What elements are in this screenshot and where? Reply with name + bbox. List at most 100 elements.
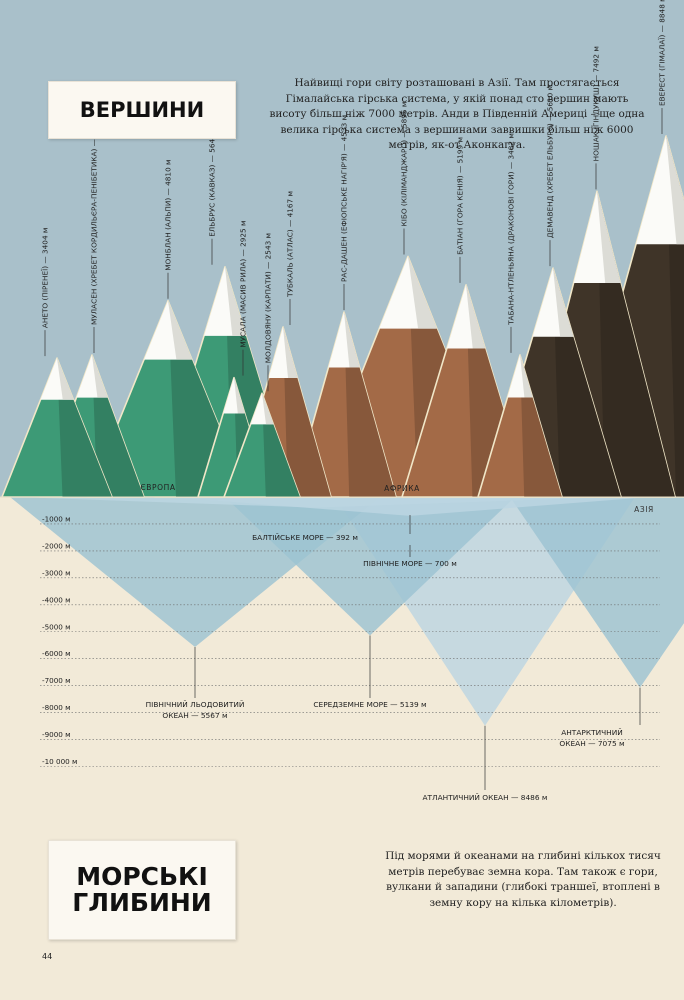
- label-layer: ЄВРОПА АФРИКА АЗІЯ АНЕТО (ПІРЕНЕЇ) — 3404 м…: [41, 0, 667, 802]
- sea-label: ПІВНІЧНИЙ ЛЬОДОВИТИЙ ОКЕАН — 5567 м: [146, 700, 245, 720]
- mountain-label: ДЕМАВЕНД (ХРЕБЕТ ЕЛЬБУРС) — 5610 м: [546, 85, 555, 238]
- mountain-height: 5610: [546, 92, 555, 111]
- mountain-height: 3404: [41, 235, 50, 254]
- sea-name: ПІВНІЧНЕ МОРЕ: [363, 559, 423, 568]
- mountain-height-unit: м: [658, 0, 667, 4]
- mountain-height: 3482: [507, 141, 516, 160]
- depth-tick-label: -2000 м: [42, 541, 71, 550]
- mountain-height-separator: —: [400, 128, 409, 140]
- mountain-name: МОНБЛАН (АЛЬПИ): [164, 198, 173, 271]
- mountain-height: 7492: [592, 54, 601, 73]
- sea-name: СЕРЕДЗЕМНЕ МОРЕ: [313, 700, 388, 709]
- mountain-snow-shadow: [597, 191, 621, 284]
- mountain: [87, 299, 249, 498]
- mountain-height-unit: м: [507, 133, 516, 141]
- mountain-layer: [0, 135, 684, 498]
- mountain-height-separator: —: [286, 217, 295, 229]
- mountain-label: МОНБЛАН (АЛЬПИ) — 4810 м: [164, 159, 173, 270]
- sea-depth-unit: м: [220, 711, 228, 720]
- sea-depth: 5139: [400, 700, 419, 709]
- mountain-height: 5895: [400, 109, 409, 128]
- sea-depth: 7075: [598, 739, 617, 748]
- mountain-label: БАТІАН (ГОРА КЕНІЯ) — 5199 м: [456, 137, 465, 255]
- sea-depth: 392: [336, 533, 350, 542]
- depth-tick-label: -9000 м: [42, 730, 71, 739]
- mountain-name: НОШАК (ГІНДУКУШ): [592, 84, 601, 161]
- mountain-name: ДЕМАВЕНД (ХРЕБЕТ ЕЛЬБУРС): [546, 123, 555, 238]
- sea-depth-unit: м: [540, 793, 548, 802]
- mountain-name: БАТІАН (ГОРА КЕНІЯ): [456, 175, 465, 255]
- mountain-height-unit: м: [264, 233, 273, 241]
- sea-name-line-2: ОКЕАН —: [559, 739, 597, 748]
- sea-name-line-1: АНТАРКТИЧНИЙ: [561, 728, 623, 737]
- mountain-height-unit: м: [456, 137, 465, 145]
- depth-tick-label: -6000 м: [42, 649, 71, 658]
- mountain-height-unit: м: [286, 191, 295, 199]
- sea-shape: [225, 497, 515, 636]
- mountain-height: 4533: [340, 122, 349, 141]
- sea-depth: 5567: [201, 711, 220, 720]
- sea-label: ПІВНІЧНЕ МОРЕ — 700 м: [363, 559, 457, 568]
- depth-tick-label: -3000 м: [42, 568, 71, 577]
- mountain-label: МУСАЛА (МАСИВ РИЛА) — 2925 м: [239, 220, 248, 347]
- mountain-snow-shadow: [283, 326, 298, 378]
- depth-tick-label: -7000 м: [42, 676, 71, 685]
- mountain-snow-shadow: [666, 136, 684, 245]
- peaks-title-box: ВЕРШИНИ: [48, 81, 236, 139]
- sea-name: АТЛАНТИЧНИЙ ОКЕАН: [422, 793, 508, 802]
- mountain-height: 4810: [164, 167, 173, 186]
- sea-shape: [15, 497, 615, 508]
- page-number: 44: [42, 952, 53, 961]
- mountain-height: 8848: [658, 4, 667, 23]
- sea-depth: 8486: [521, 793, 540, 802]
- sea-depth: 700: [435, 559, 449, 568]
- sea-label: АТЛАНТИЧНИЙ ОКЕАН — 8486 м: [422, 793, 547, 802]
- mountain-height: 5199: [456, 145, 465, 164]
- mountain-snow-shadow: [408, 256, 437, 329]
- mountain-name: ЕВЕРЕСТ (ГІМАЛАЇ): [658, 35, 667, 106]
- depth-tick-label: -8000 м: [42, 703, 71, 712]
- mountain-name: ТАБАНА-НТЛЕНЬЯНА (ДРАКОНОВІ ГОРИ): [507, 171, 516, 326]
- depth-tick-label: -5000 м: [42, 622, 71, 631]
- mountain-shadow: [283, 326, 331, 497]
- sea-depth-separator: —: [388, 700, 400, 709]
- mountain-height-unit: м: [340, 115, 349, 123]
- mountain-height-separator: —: [340, 141, 349, 153]
- sea-depth-separator: —: [509, 793, 521, 802]
- mountain-name: АНЕТО (ПІРЕНЕЇ): [41, 266, 50, 328]
- intro-text: Найвищі гори світу розташовані в Азії. Т…: [269, 77, 645, 151]
- mountain-height: 2925: [239, 228, 248, 247]
- mountain-name: ЕЛЬБРУС (КАВКАЗ): [208, 165, 217, 237]
- mountain-label: ЕВЕРЕСТ (ГІМАЛАЇ) — 8848 м: [658, 0, 667, 106]
- sea-depth-unit: м: [350, 533, 358, 542]
- mountain-height-separator: —: [239, 247, 248, 259]
- depth-grid: -1000 м -2000 м -3000 м -4000 м -5000 м -6000…: [40, 514, 660, 767]
- sea-depth-separator: —: [423, 559, 435, 568]
- depths-title-box: МОРСЬКІ ГЛИБИНИ: [48, 840, 236, 940]
- sea-shape: [510, 497, 684, 688]
- mountain-label: НОШАК (ГІНДУКУШ) — 7492 м: [592, 46, 601, 161]
- mountain-height-separator: —: [90, 137, 99, 149]
- sea-depth-unit: м: [449, 559, 457, 568]
- mountain-snow-shadow: [520, 354, 533, 398]
- mountain-label: ЕЛЬБРУС (КАВКАЗ) — 5642 м: [208, 126, 217, 236]
- mountain-height-unit: м: [41, 228, 50, 236]
- sea-depth-separator: —: [324, 533, 336, 542]
- mountain: [1, 357, 113, 498]
- mountain-name: КІБО (КІЛІМАНДЖАРО): [400, 140, 409, 227]
- mountain-height-separator: —: [592, 72, 601, 84]
- mountain-label: КІБО (КІЛІМАНДЖАРО) — 5895 м: [400, 102, 409, 227]
- mountain-shadow: [553, 268, 621, 497]
- continent-label: АЗІЯ: [634, 505, 654, 514]
- mountain-name: РАС-ДАШЕН (ЕФІОПСЬКЕ НАГІР'Я): [340, 153, 349, 282]
- sea-depth-unit: м: [419, 700, 427, 709]
- sea-label: АНТАРКТИЧНИЙ ОКЕАН — 7075 м: [559, 728, 624, 748]
- mountain-snow-shadow: [553, 268, 574, 337]
- mountain-snow-shadow: [57, 358, 74, 400]
- sea-name-line-2: ОКЕАН —: [162, 711, 200, 720]
- continent-label: АФРИКА: [384, 484, 420, 493]
- sea-name: БАЛТІЙСЬКЕ МОРЕ: [252, 533, 324, 542]
- mountain-label: МУЛАСЕН (ХРЕБЕТ КОРДИЛЬЄРА-ПЕНІБЕТИКА) —…: [90, 110, 99, 325]
